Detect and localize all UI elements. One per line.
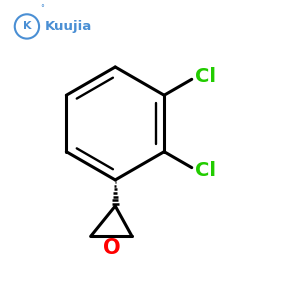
Text: Kuujia: Kuujia [44,20,92,33]
Text: °: ° [40,4,44,13]
Text: Cl: Cl [195,67,216,86]
Text: K: K [23,21,31,32]
Text: Cl: Cl [195,161,216,180]
Text: O: O [103,238,120,258]
